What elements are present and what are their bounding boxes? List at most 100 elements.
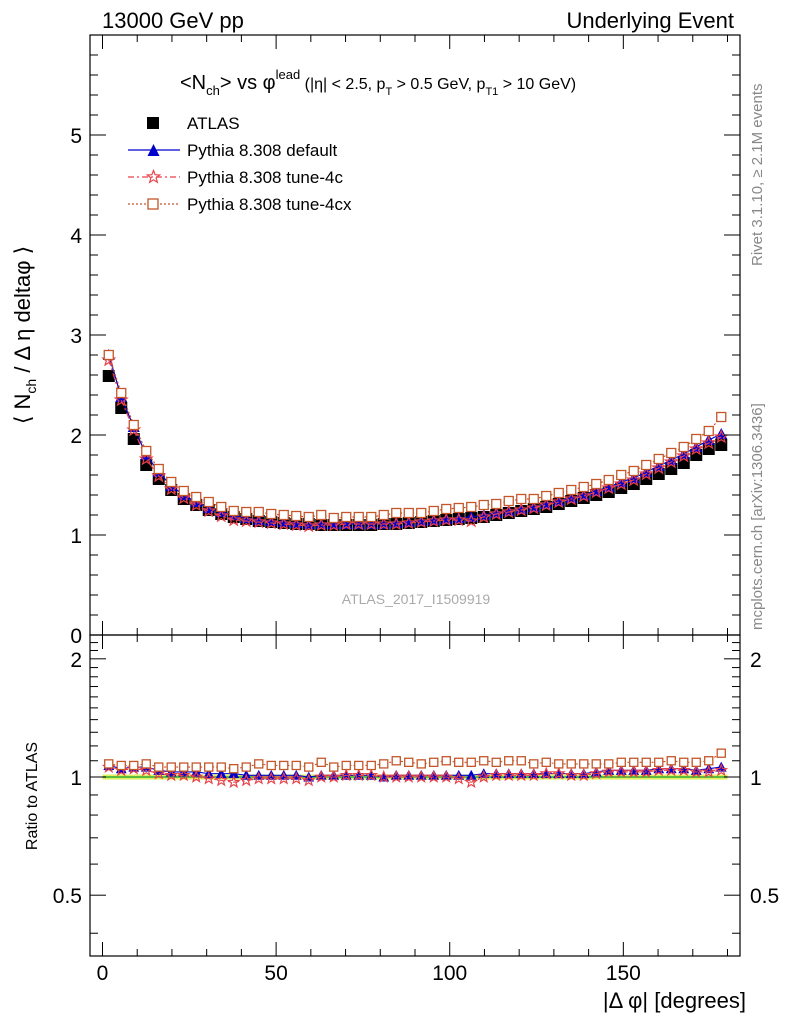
data-point <box>127 433 140 445</box>
ratio-point <box>715 761 727 772</box>
data-point <box>491 498 502 510</box>
ratio-point <box>276 771 291 785</box>
data-point <box>226 512 242 527</box>
ratio-point <box>429 757 439 768</box>
ratio-point <box>614 764 629 778</box>
data-point <box>553 487 564 499</box>
ratio-point <box>666 756 676 766</box>
ratio-point <box>239 773 254 787</box>
legend-marker-default <box>147 144 160 156</box>
ratio-point <box>291 760 301 771</box>
x-tick-label: 50 <box>264 962 287 985</box>
ratio-point <box>566 759 576 769</box>
title-main-sub: ch <box>206 83 220 98</box>
ratio-point <box>301 773 316 787</box>
data-point <box>378 509 389 521</box>
data-point <box>116 387 127 399</box>
ratio-point <box>491 757 501 768</box>
ratio-point <box>129 760 139 771</box>
data-point <box>541 490 552 502</box>
legend-label-default: Pythia 8.308 default <box>187 141 338 160</box>
data-point <box>251 514 267 529</box>
ratio-point <box>504 756 514 766</box>
ratio-point <box>526 768 541 782</box>
header-energy: 13000 GeV pp <box>102 8 244 33</box>
ratio-point <box>629 757 639 768</box>
data-point <box>188 497 204 512</box>
series-3 <box>103 349 727 524</box>
data-point <box>453 502 464 514</box>
y-tick-label: 1 <box>70 525 82 548</box>
data-point <box>716 411 727 423</box>
data-point <box>253 506 264 518</box>
data-point <box>263 515 279 530</box>
data-point <box>153 463 164 475</box>
data-point <box>428 505 439 517</box>
ratio-point <box>141 759 151 769</box>
ratio-point <box>151 766 166 780</box>
data-point <box>678 441 689 453</box>
ratio-frame <box>89 634 741 957</box>
ratio-point <box>451 771 466 785</box>
ratio-point <box>576 768 591 782</box>
ratio-point <box>189 769 204 783</box>
ratio-point <box>601 764 616 778</box>
ratio-point <box>639 764 654 778</box>
y-tick-label: 3 <box>70 325 82 348</box>
ratio-point <box>464 774 479 789</box>
ratio-point <box>465 769 477 780</box>
data-point <box>702 434 715 445</box>
data-point <box>353 511 364 523</box>
ratio-point <box>466 757 476 768</box>
data-point <box>691 433 702 445</box>
data-point <box>413 514 429 529</box>
data-point <box>438 512 454 527</box>
ratio-point <box>379 759 389 769</box>
data-point <box>516 493 527 505</box>
data-point <box>526 500 542 515</box>
x-tick-label: 100 <box>432 962 467 985</box>
legend-marker-atlas <box>147 117 159 129</box>
ratio-point <box>616 757 626 768</box>
ylabel-main-post: / Δ η deltaφ ⟩ <box>10 246 35 379</box>
data-point <box>715 428 728 439</box>
ratio-point <box>164 768 179 782</box>
ylabel-ratio: Ratio to ATLAS <box>24 742 41 850</box>
ratio-point <box>651 763 666 777</box>
ratio-point <box>489 768 504 782</box>
ratio-point <box>154 762 164 772</box>
data-point <box>576 488 592 503</box>
ratio-point <box>716 748 726 758</box>
ratio-point <box>226 774 241 789</box>
legend-marker-tune4cx <box>147 198 159 210</box>
title-main-sup: lead <box>276 67 301 82</box>
ratio-point <box>564 768 579 782</box>
data-point <box>366 511 377 523</box>
data-point <box>138 451 154 466</box>
ratio-point <box>201 771 216 785</box>
ratio-point <box>116 760 126 771</box>
axes: 0 50 100 150 0 1 2 3 4 5 0.5 0.5 1 1 2 2 <box>53 34 779 985</box>
data-point <box>663 454 679 469</box>
ratio-point <box>676 763 691 777</box>
title-cuts-2: > 0.5 GeV, p <box>392 76 485 93</box>
ratio-point <box>304 762 314 772</box>
y-tick-label: 2 <box>70 425 82 448</box>
y-tick-label: 5 <box>70 125 82 148</box>
data-point <box>376 516 392 531</box>
data-point <box>588 484 604 499</box>
ratio-y-tick-label-right: 2 <box>750 649 762 672</box>
title-cuts-3: > 10 GeV) <box>498 76 576 93</box>
data-point <box>241 506 252 518</box>
ratio-point <box>654 757 664 768</box>
data-point <box>641 459 652 471</box>
data-point <box>601 480 617 495</box>
title-cuts-1: (|η| < 2.5, p <box>300 76 385 93</box>
ratio-point <box>679 757 689 768</box>
ratio-point <box>691 757 701 768</box>
data-point <box>638 466 654 481</box>
ratio-point <box>354 760 364 771</box>
ratio-point <box>416 759 426 769</box>
ratio-series-1 <box>101 759 729 789</box>
data-point <box>478 499 489 511</box>
